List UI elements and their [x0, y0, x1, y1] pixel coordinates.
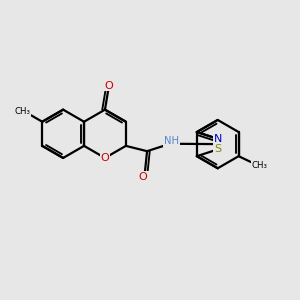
Text: S: S — [214, 144, 221, 154]
Text: O: O — [100, 153, 109, 163]
Text: NH: NH — [164, 136, 179, 146]
Text: CH₃: CH₃ — [15, 107, 31, 116]
Text: CH₃: CH₃ — [252, 160, 268, 169]
Text: O: O — [104, 80, 113, 91]
Text: O: O — [139, 172, 148, 182]
Text: N: N — [214, 134, 222, 144]
